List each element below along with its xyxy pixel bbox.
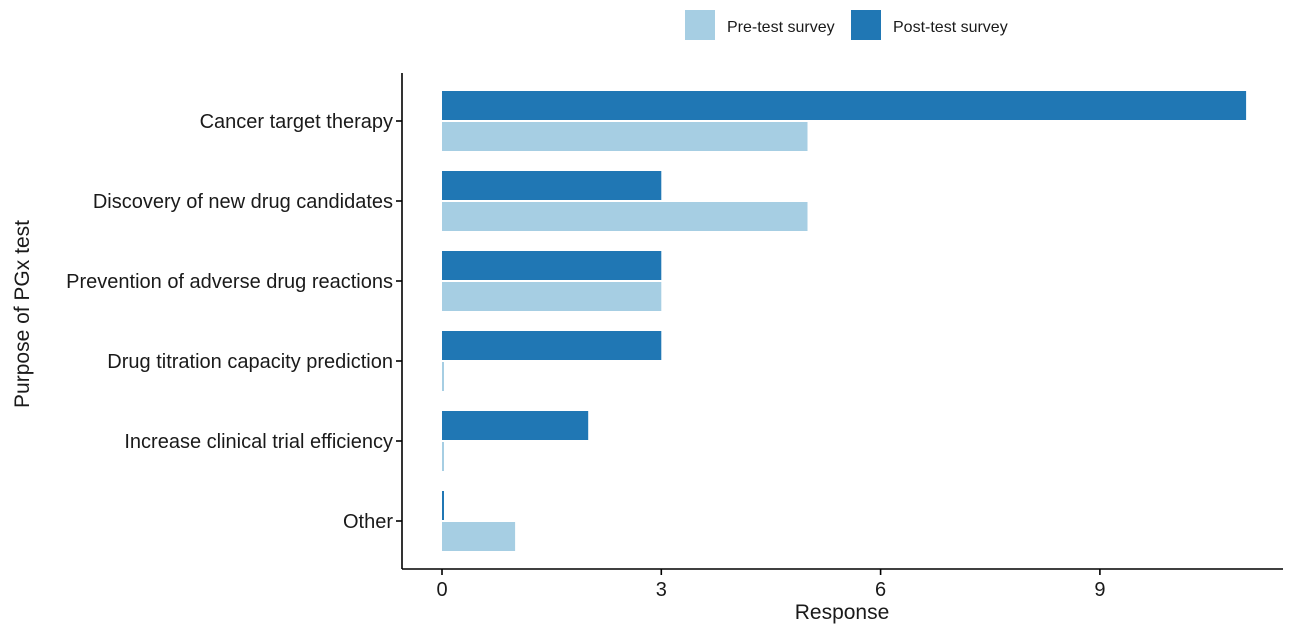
bar-pre-test-survey-discovery-of-new-drug-candidates [442,202,808,231]
x-tick-label: 3 [656,579,667,601]
category-label-drug-titration-capacity-prediction: Drug titration capacity prediction [107,351,393,373]
bar-pre-test-survey-increase-clinical-trial-efficiency [442,442,444,471]
category-label-cancer-target-therapy: Cancer target therapy [200,111,393,133]
bar-post-test-survey-discovery-of-new-drug-candidates [442,171,662,200]
legend-label-pre-test-survey: Pre-test survey [727,19,835,36]
bar-post-test-survey-drug-titration-capacity-prediction [442,331,662,360]
legend-swatch-post-test-survey [851,10,881,40]
y-axis-title: Purpose of PGx test [11,220,34,408]
x-tick-label: 6 [875,579,886,601]
bar-post-test-survey-prevention-of-adverse-drug-reactions [442,251,662,280]
x-tick-label: 0 [436,579,447,601]
x-tick-label: 9 [1094,579,1105,601]
bar-post-test-survey-increase-clinical-trial-efficiency [442,411,589,440]
category-label-increase-clinical-trial-efficiency: Increase clinical trial efficiency [124,431,393,453]
bar-post-test-survey-other [442,491,444,520]
bar-pre-test-survey-other [442,522,516,551]
bar-pre-test-survey-prevention-of-adverse-drug-reactions [442,282,662,311]
legend: Pre-test survey Post-test survey [685,10,1008,40]
bars [442,91,1247,551]
category-labels: Cancer target therapy Discovery of new dr… [66,111,402,533]
bar-pre-test-survey-drug-titration-capacity-prediction [442,362,444,391]
x-ticks: 0 3 6 9 [436,569,1105,601]
category-label-discovery-of-new-drug-candidates: Discovery of new drug candidates [93,191,393,213]
category-label-prevention-of-adverse-drug-reactions: Prevention of adverse drug reactions [66,271,393,293]
legend-label-post-test-survey: Post-test survey [893,19,1008,36]
bar-pre-test-survey-cancer-target-therapy [442,122,808,151]
category-label-other: Other [343,511,393,533]
x-axis-title: Response [795,601,890,624]
legend-swatch-pre-test-survey [685,10,715,40]
axes [401,73,1283,570]
bar-post-test-survey-cancer-target-therapy [442,91,1247,120]
